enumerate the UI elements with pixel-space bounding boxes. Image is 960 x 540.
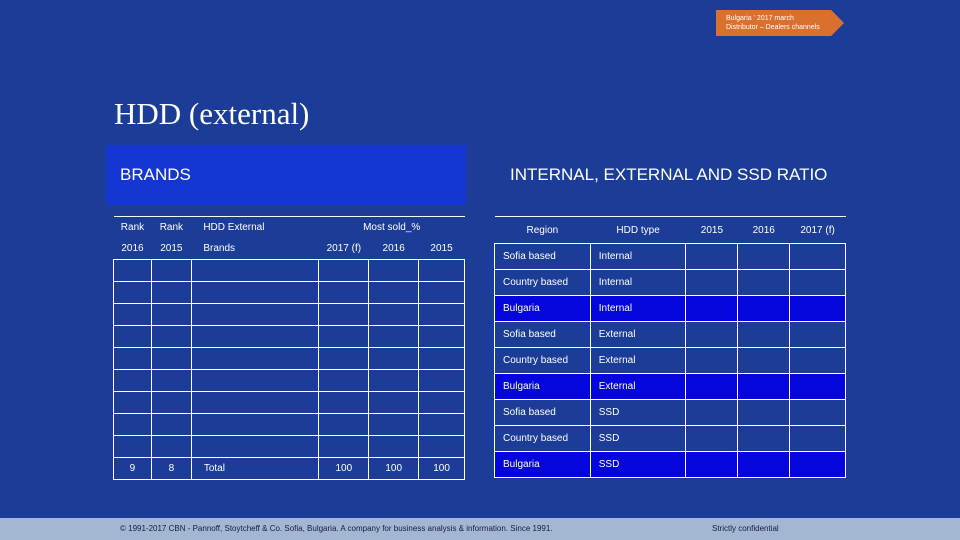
- brands-header-row-1: Rank Rank HDD External Most sold_%: [113, 216, 465, 238]
- table-row: [113, 347, 465, 370]
- brands-label: BRANDS: [120, 165, 191, 184]
- region-cell: Bulgaria: [494, 295, 591, 322]
- hdd-type-cell: Internal: [589, 295, 687, 322]
- page-title: HDD (external): [114, 96, 310, 131]
- brands-empty-rows: [113, 259, 465, 458]
- table-row: Sofia based External: [494, 321, 846, 348]
- hdd-type-cell: Internal: [589, 243, 687, 270]
- header-hdd-type: HDD type: [590, 216, 686, 244]
- region-cell: Sofia based: [494, 321, 591, 348]
- table-row: Sofia based Internal: [494, 243, 846, 270]
- total-2017f: 100: [318, 457, 370, 480]
- header-rank-2015: Rank: [151, 216, 192, 238]
- table-row: Country based Internal: [494, 269, 846, 296]
- header-2015: 2015: [685, 216, 738, 244]
- table-row: Country based External: [494, 347, 846, 374]
- ratio-label: INTERNAL, EXTERNAL AND SSD RATIO: [510, 165, 828, 184]
- table-row: [113, 369, 465, 392]
- region-cell: Country based: [494, 269, 591, 296]
- region-cell: Bulgaria: [494, 451, 591, 478]
- table-row-bulgaria: Bulgaria External: [494, 373, 846, 400]
- hdd-type-cell: External: [589, 347, 687, 374]
- header-most-sold: Most sold_%: [318, 216, 465, 238]
- header-2015: 2015: [418, 238, 465, 260]
- table-row: [113, 303, 465, 326]
- header-brands: Brands: [191, 238, 319, 260]
- header-2017f: 2017 (f): [318, 238, 369, 260]
- footer: © 1991-2017 CBN - Pannoff, Stoytcheff & …: [0, 518, 960, 540]
- total-row: 9 8 Total 100 100 100: [113, 457, 465, 480]
- table-row: [113, 281, 465, 304]
- table-row: [113, 259, 465, 282]
- table-row: [113, 435, 465, 458]
- region-cell: Country based: [494, 347, 591, 374]
- region-cell: Bulgaria: [494, 373, 591, 400]
- table-row: [113, 325, 465, 348]
- total-2015: 100: [418, 457, 465, 480]
- brands-table: Rank Rank HDD External Most sold_% 2016 …: [113, 216, 465, 480]
- region-cell: Country based: [494, 425, 591, 452]
- footer-copyright: © 1991-2017 CBN - Pannoff, Stoytcheff & …: [120, 524, 553, 533]
- header-2016: 2016: [737, 216, 790, 244]
- header-rank-2016: Rank: [113, 216, 152, 238]
- header-year-2016: 2016: [113, 238, 152, 260]
- hdd-type-cell: SSD: [589, 399, 687, 426]
- region-cell: Sofia based: [494, 243, 591, 270]
- hdd-type-cell: External: [589, 321, 687, 348]
- total-rank-2015: 8: [150, 457, 192, 480]
- header-region: Region: [494, 216, 591, 244]
- hdd-type-cell: External: [589, 373, 687, 400]
- footer-confidential: Strictly confidential: [712, 524, 779, 533]
- table-row: [113, 391, 465, 414]
- brands-header-row-2: 2016 2015 Brands 2017 (f) 2016 2015: [113, 238, 465, 260]
- tag-line-1: Bulgaria ' 2017 march: [726, 15, 794, 22]
- header-2017f: 2017 (f): [789, 216, 846, 244]
- brands-banner: [106, 145, 466, 205]
- table-row-bulgaria: Bulgaria Internal: [494, 295, 846, 322]
- hdd-type-cell: Internal: [589, 269, 687, 296]
- header-tag: Bulgaria ' 2017 march Distributor – Deal…: [716, 10, 844, 36]
- table-row: Country based SSD: [494, 425, 846, 452]
- table-row: Sofia based SSD: [494, 399, 846, 426]
- region-cell: Sofia based: [494, 399, 591, 426]
- header-year-2015: 2015: [151, 238, 192, 260]
- total-label: Total: [190, 457, 320, 480]
- total-rank-2016: 9: [113, 457, 152, 480]
- hdd-type-cell: SSD: [589, 425, 687, 452]
- table-row-bulgaria: Bulgaria SSD: [494, 451, 846, 478]
- ratio-table: Region HDD type 2015 2016 2017 (f) Sofia…: [494, 216, 846, 478]
- header-hdd-external: HDD External: [191, 216, 319, 238]
- table-row: [113, 413, 465, 436]
- header-2016: 2016: [368, 238, 419, 260]
- tag-line-2: Distributor – Dealers channels: [726, 24, 820, 31]
- total-2016: 100: [368, 457, 420, 480]
- ratio-header-row: Region HDD type 2015 2016 2017 (f): [494, 216, 846, 244]
- hdd-type-cell: SSD: [589, 451, 687, 478]
